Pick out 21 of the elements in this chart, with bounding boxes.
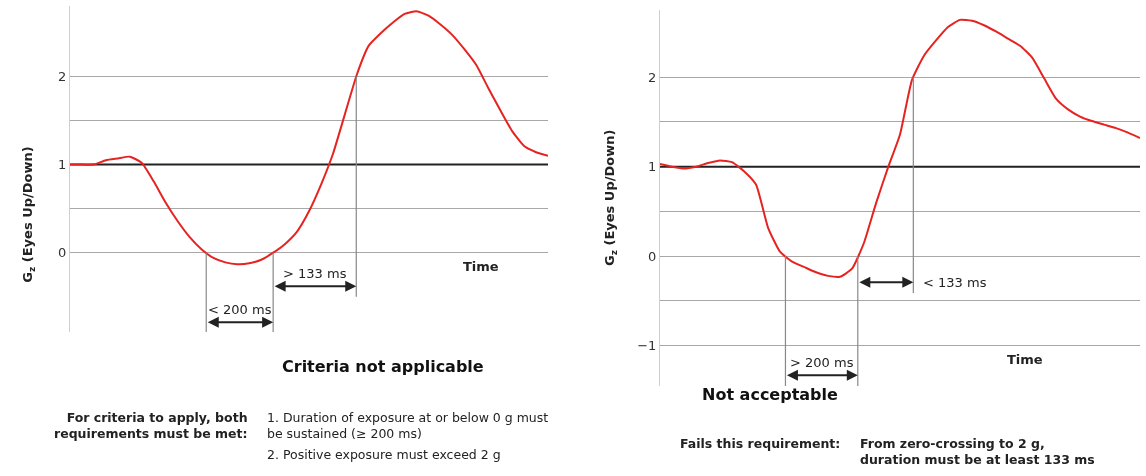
text: Not acceptable [702, 385, 839, 404]
annotation: > 200 ms [790, 355, 854, 370]
text: 2. Positive exposure must exceed 2 g [267, 447, 501, 462]
line-series [660, 18, 1140, 278]
text: For criteria to apply, both requirements must be met: [54, 410, 248, 442]
text: Fails this requirement: [680, 436, 841, 451]
text: Criteria not applicable [282, 357, 484, 376]
y-tick-label: 2 [648, 69, 657, 85]
annotation: < 133 ms [923, 275, 987, 290]
annotation: > 133 ms [283, 266, 347, 281]
text: From zero-crossing to 2 g, duration must be at least 133 ms [860, 436, 1095, 468]
y-tick-label: 0 [648, 248, 657, 264]
y-tick-label: 0 [58, 245, 67, 261]
y-tick-label: 2 [58, 69, 67, 85]
x-axis-title: Time [1007, 352, 1043, 367]
y-tick-label: 1 [58, 157, 67, 173]
text: 1. Duration of exposure at or below 0 g must be sustained (≥ 200 ms) [267, 410, 549, 442]
annotation: < 200 ms [208, 302, 272, 317]
x-axis-title: Time [463, 259, 499, 274]
y-tick-label: −1 [637, 338, 657, 354]
y-tick-label: 1 [648, 159, 657, 175]
